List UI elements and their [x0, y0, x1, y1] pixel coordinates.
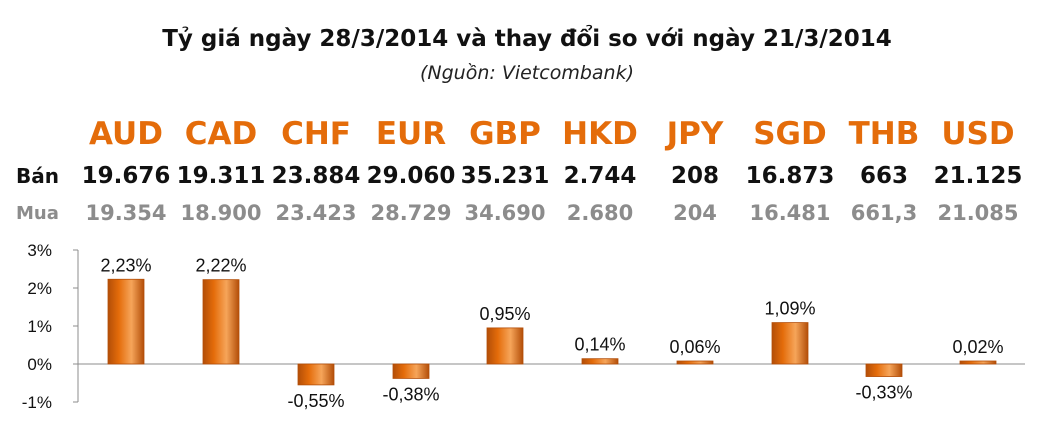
- bar-eur: [392, 363, 430, 379]
- data-label-usd: 0,02%: [952, 337, 1003, 357]
- sell-rate-cad: 19.311: [176, 163, 266, 189]
- currency-code-chf: CHF: [281, 116, 351, 152]
- y-tick-label: -1%: [22, 393, 52, 412]
- bar-usd: [959, 360, 997, 365]
- buy-rate-hkd: 2.680: [566, 201, 634, 225]
- data-label-sgd: 1,09%: [764, 299, 815, 319]
- sell-rate-jpy: 208: [670, 163, 719, 189]
- currency-code-aud: AUD: [89, 116, 163, 152]
- bar-jpy: [676, 360, 714, 365]
- sell-rate-chf: 23.884: [271, 163, 361, 189]
- sell-rate-aud: 19.676: [81, 163, 171, 189]
- buy-rate-chf: 23.423: [275, 201, 357, 225]
- data-label-gbp: 0,95%: [479, 304, 530, 324]
- sell-rate-hkd: 2.744: [563, 163, 637, 189]
- sell-row-label: Bán: [16, 164, 59, 188]
- bar-thb: [865, 363, 903, 377]
- buy-rate-jpy: 204: [673, 201, 717, 225]
- currency-code-usd: USD: [941, 116, 1015, 152]
- buy-rate-usd: 21.085: [937, 201, 1019, 225]
- buy-rate-cad: 18.900: [180, 201, 262, 225]
- currency-code-gbp: GBP: [469, 116, 541, 152]
- y-tick-label: 1%: [27, 317, 52, 336]
- data-label-hkd: 0,14%: [574, 335, 625, 355]
- data-label-aud: 2,23%: [100, 255, 151, 275]
- currency-code-hkd: HKD: [562, 116, 638, 152]
- chart-subtitle: (Nguồn: Vietcombank): [420, 62, 634, 84]
- bar-chf: [297, 363, 335, 386]
- data-label-thb: -0,33%: [855, 383, 912, 403]
- buy-rate-eur: 28.729: [370, 201, 452, 225]
- data-label-cad: 2,22%: [195, 256, 246, 276]
- data-label-jpy: 0,06%: [669, 337, 720, 357]
- y-tick-label: 3%: [27, 241, 52, 260]
- buy-rate-gbp: 34.690: [464, 201, 546, 225]
- buy-rate-sgd: 16.481: [749, 201, 831, 225]
- sell-rate-sgd: 16.873: [745, 163, 835, 189]
- bar-hkd: [581, 358, 619, 365]
- currency-code-eur: EUR: [375, 116, 447, 152]
- sell-rate-thb: 663: [859, 163, 908, 189]
- currency-code-cad: CAD: [184, 116, 258, 152]
- sell-rate-eur: 29.060: [366, 163, 456, 189]
- currency-code-thb: THB: [848, 116, 920, 152]
- buy-rate-aud: 19.354: [85, 201, 167, 225]
- bar-sgd: [771, 322, 809, 365]
- buy-rate-thb: 661,3: [850, 201, 918, 225]
- buy-row-label: Mua: [16, 203, 59, 224]
- bar-gbp: [486, 327, 524, 365]
- y-tick-label: 0%: [27, 355, 52, 374]
- data-label-chf: -0,55%: [287, 391, 344, 411]
- chart-title: Tỷ giá ngày 28/3/2014 và thay đổi so với…: [162, 26, 892, 52]
- bar-aud: [107, 278, 145, 365]
- y-tick-label: 2%: [27, 279, 52, 298]
- currency-code-jpy: JPY: [666, 116, 724, 152]
- sell-rate-usd: 21.125: [933, 163, 1023, 189]
- data-label-eur: -0,38%: [382, 384, 439, 404]
- sell-rate-gbp: 35.231: [460, 163, 550, 189]
- bar-cad: [202, 279, 240, 365]
- currency-code-sgd: SGD: [753, 116, 827, 152]
